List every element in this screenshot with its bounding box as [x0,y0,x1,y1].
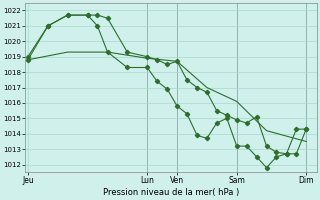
X-axis label: Pression niveau de la mer( hPa ): Pression niveau de la mer( hPa ) [103,188,239,197]
